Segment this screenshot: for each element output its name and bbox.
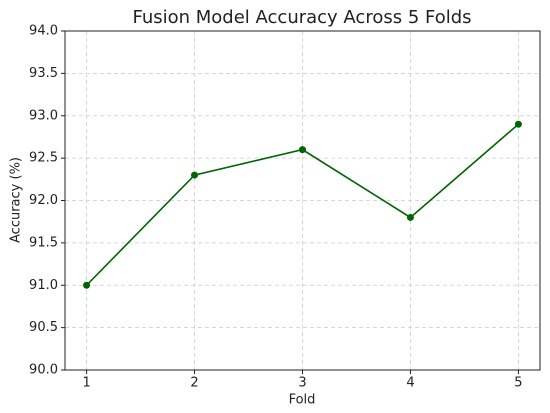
y-tick-label: 91.0 <box>29 278 58 293</box>
y-tick-label: 92.5 <box>29 151 58 166</box>
x-tick-label: 5 <box>514 376 522 391</box>
point <box>406 213 414 221</box>
chart-title: Fusion Model Accuracy Across 5 Folds <box>132 7 471 28</box>
x-axis-label: Fold <box>289 393 316 408</box>
point <box>83 281 91 289</box>
y-tick-label: 94.0 <box>29 24 58 39</box>
plot-frame <box>64 30 541 371</box>
y-tick-label: 90.5 <box>29 320 58 335</box>
x-tick-label: 2 <box>190 376 198 391</box>
y-tick-label: 92.0 <box>29 193 58 208</box>
y-tick-label: 93.0 <box>29 108 58 123</box>
point <box>514 120 522 128</box>
y-tick-label: 91.5 <box>29 235 58 250</box>
x-tick-label: 1 <box>82 376 90 391</box>
point <box>191 171 199 179</box>
x-tick-label: 3 <box>298 376 306 391</box>
y-axis-label: Accuracy (%) <box>9 157 24 243</box>
x-tick-label: 4 <box>406 376 414 391</box>
y-tick-label: 90.0 <box>29 363 58 378</box>
y-tick-label: 93.5 <box>29 66 58 81</box>
point <box>299 146 306 154</box>
